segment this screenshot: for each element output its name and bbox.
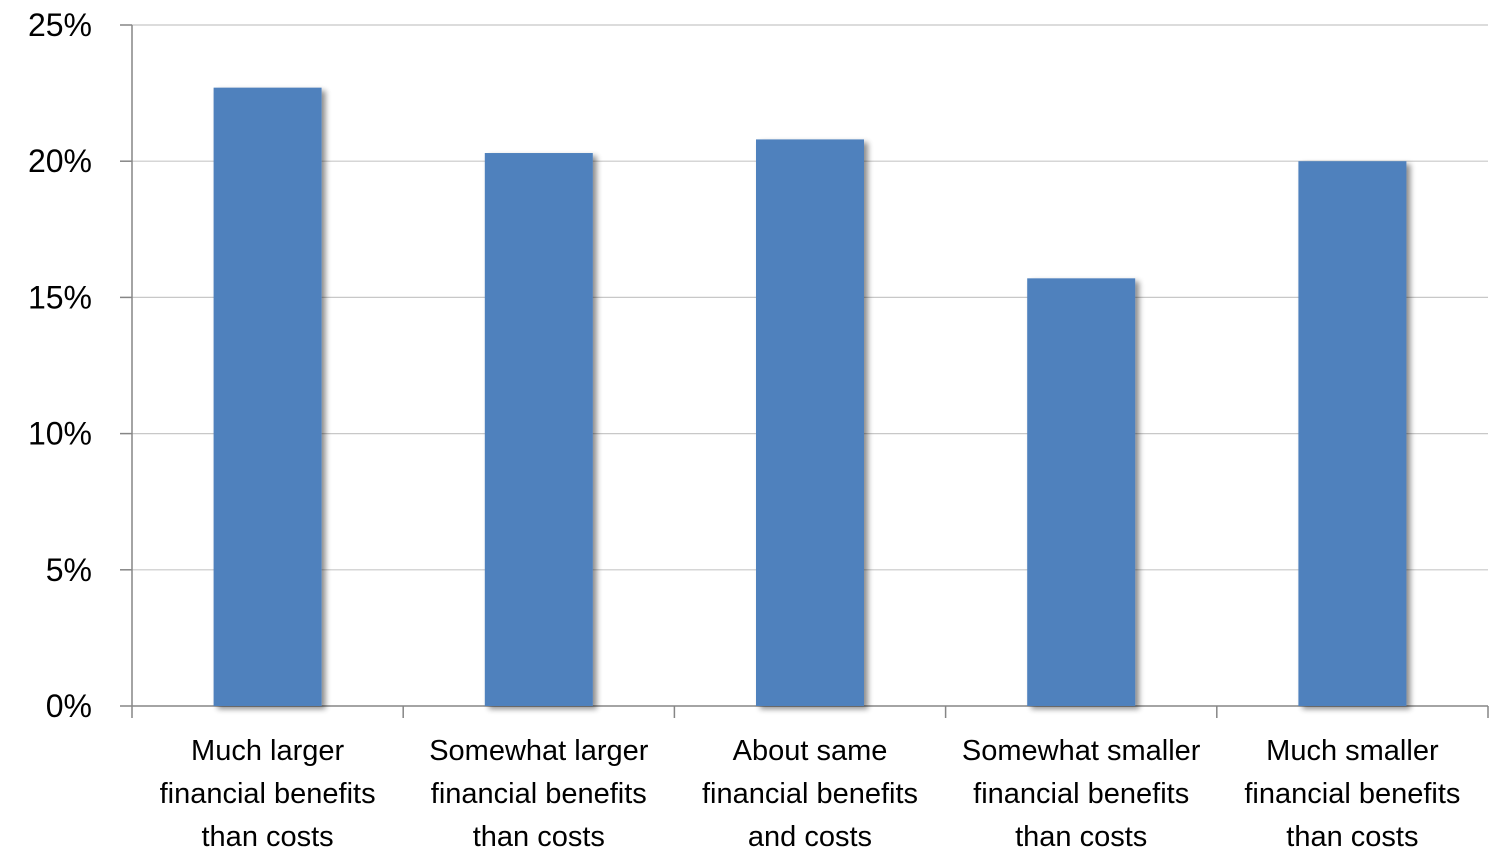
x-category-label: Somewhat larger financial benefits than co… <box>429 735 649 852</box>
y-tick-label: 20% <box>28 143 92 179</box>
x-category-label-line: Much larger <box>191 735 344 767</box>
x-category-label-line: financial benefits <box>1244 778 1460 810</box>
x-category-label-line: than costs <box>1015 821 1147 852</box>
y-tick-label: 0% <box>46 688 92 724</box>
x-category-label-line: Somewhat smaller <box>962 735 1201 767</box>
x-category-label-line: financial benefits <box>973 778 1189 810</box>
bar <box>1027 278 1136 706</box>
bar <box>1298 161 1407 706</box>
x-category-label-line: than costs <box>202 821 334 852</box>
x-category-label: About same financial benefits and costs <box>702 735 918 852</box>
x-category-label-line: than costs <box>1286 821 1418 852</box>
bar <box>484 153 593 706</box>
x-category-label: Somewhat smaller financial benefits than c… <box>962 735 1201 852</box>
x-category-label-line: financial benefits <box>702 778 918 810</box>
x-category-label-line: financial benefits <box>431 778 647 810</box>
y-tick-label: 10% <box>28 416 92 452</box>
x-category-labels: Much larger financial benefits than costsS… <box>160 735 1461 852</box>
x-category-label-line: than costs <box>473 821 605 852</box>
bar <box>756 139 864 706</box>
y-tick-label: 5% <box>46 552 92 588</box>
bars <box>213 87 1407 707</box>
x-category-label: Much larger financial benefits than costs <box>160 735 376 852</box>
x-category-label-line: About same <box>733 735 888 767</box>
y-tick-labels: 0% 5% 10% 15% 20% 25% <box>28 7 92 724</box>
y-tick-label: 15% <box>28 279 92 315</box>
x-category-label-line: Much smaller <box>1266 735 1439 767</box>
x-category-label-line: Somewhat larger <box>429 735 649 767</box>
x-category-label-line: financial benefits <box>160 778 376 810</box>
y-tick-label: 25% <box>28 7 92 43</box>
bar <box>213 87 322 707</box>
x-category-label: Much smaller financial benefits than costs <box>1244 735 1460 852</box>
x-category-label-line: and costs <box>748 821 872 852</box>
